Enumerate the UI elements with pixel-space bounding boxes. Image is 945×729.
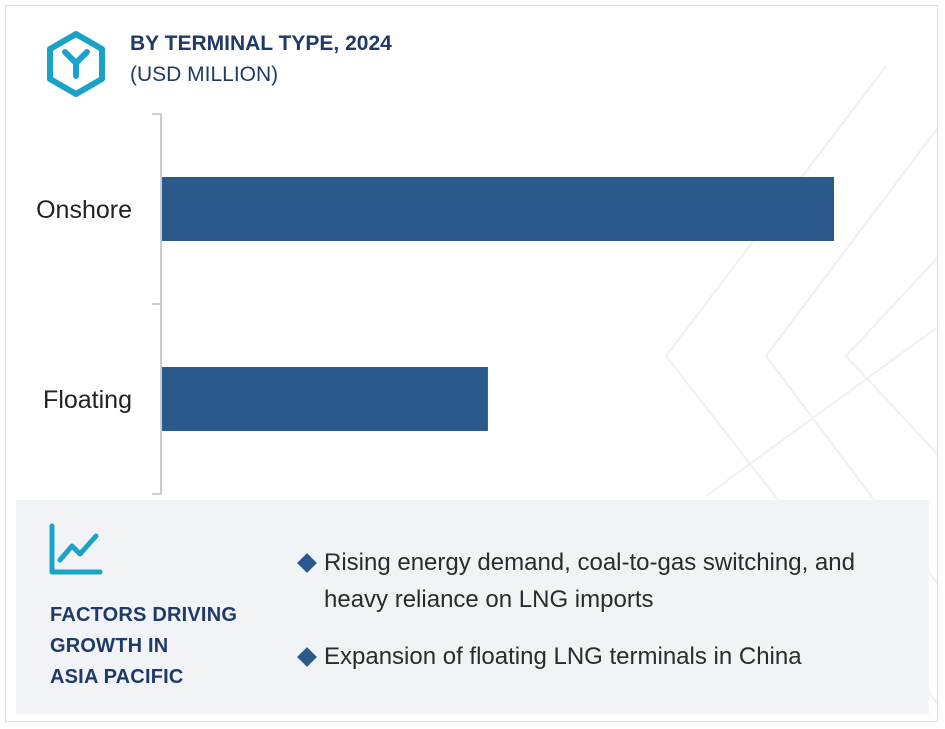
bar-floating	[162, 367, 488, 431]
factors-title-line: FACTORS DRIVING	[50, 604, 238, 626]
bar-chart: Onshore Floating	[36, 113, 834, 495]
diamond-bullet-icon	[297, 553, 317, 573]
factors-list: Rising energy demand, coal-to-gas switch…	[297, 544, 918, 695]
factors-title: FACTORS DRIVING GROWTH IN ASIA PACIFIC	[50, 600, 237, 693]
report-card: BY TERMINAL TYPE, 2024 (USD MILLION) Ons…	[5, 5, 938, 722]
chart-subtitle: (USD MILLION)	[130, 63, 279, 86]
chart-title: BY TERMINAL TYPE, 2024	[130, 32, 392, 55]
factor-item: Rising energy demand, coal-to-gas switch…	[297, 544, 918, 618]
bar-onshore	[162, 177, 834, 241]
factor-text: Expansion of floating LNG terminals in C…	[324, 643, 802, 670]
factor-text: Rising energy demand, coal-to-gas switch…	[324, 549, 855, 613]
category-label-onshore: Onshore	[36, 196, 132, 224]
diamond-bullet-icon	[297, 647, 317, 667]
factors-panel: FACTORS DRIVING GROWTH IN ASIA PACIFIC R…	[16, 500, 929, 714]
line-chart-growth-icon	[49, 523, 103, 575]
factor-item: Expansion of floating LNG terminals in C…	[297, 638, 918, 675]
category-label-floating: Floating	[43, 386, 132, 414]
factors-title-line: ASIA PACIFIC	[50, 666, 184, 688]
factors-title-line: GROWTH IN	[50, 635, 169, 657]
hexagon-y-logo-icon	[47, 31, 105, 97]
